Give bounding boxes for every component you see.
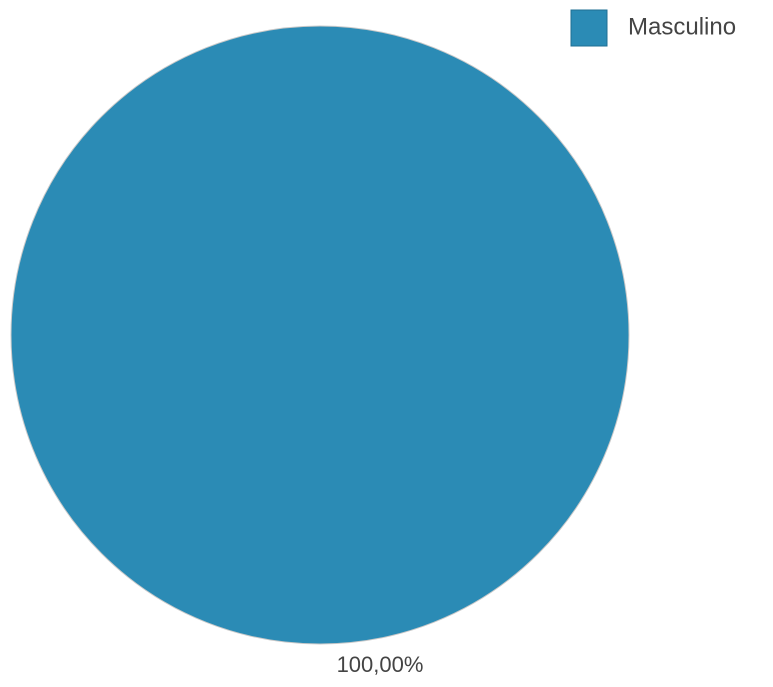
legend-swatch (570, 9, 608, 47)
legend: Masculino (570, 9, 736, 47)
pie-slices (10, 25, 630, 645)
pie-slice-masculino[interactable] (10, 25, 630, 645)
legend-item-masculino[interactable]: Masculino (570, 9, 736, 47)
legend-label: Masculino (628, 13, 736, 40)
pie-data-label: 100,00% (337, 652, 424, 677)
pie-data-labels: 100,00% (337, 652, 424, 677)
